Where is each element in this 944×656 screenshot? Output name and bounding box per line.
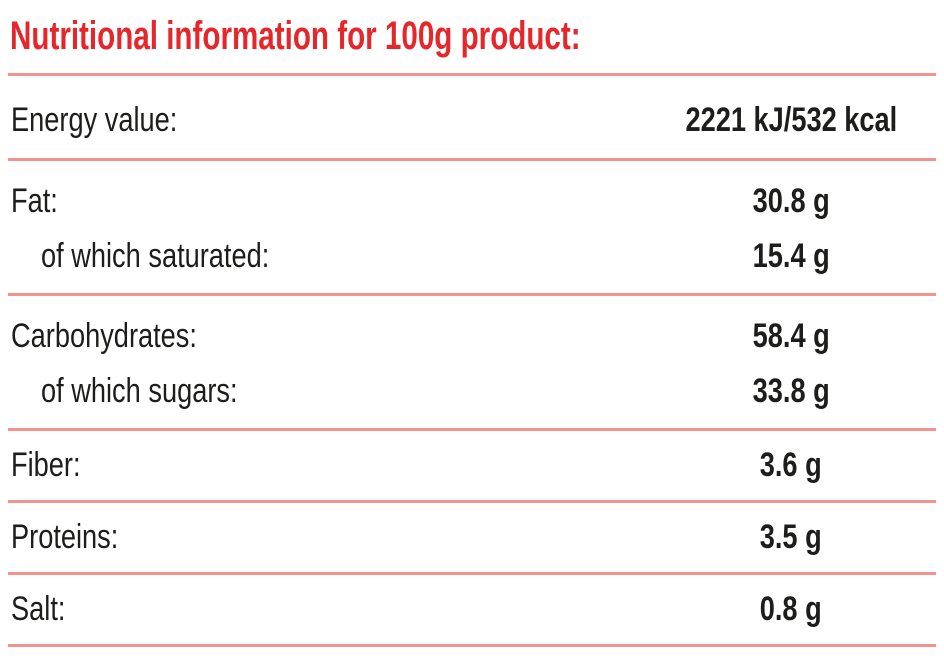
row-value: 2221 kJ/532 kcal — [685, 101, 897, 139]
row-label: of which saturated: — [41, 237, 270, 275]
table-section: Energy value: 2221 kJ/532 kcal — [8, 73, 936, 158]
nutrition-table: Energy value: 2221 kJ/532 kcal Fat: 30.8… — [8, 73, 936, 647]
table-row: Energy value: 2221 kJ/532 kcal — [8, 93, 936, 148]
table-row: of which saturated: 15.4 g — [8, 229, 936, 284]
table-section: Fiber: 3.6 g — [8, 428, 936, 500]
row-label: Proteins: — [11, 518, 119, 556]
table-section: Fat: 30.8 g of which saturated: 15.4 g — [8, 158, 936, 293]
table-row: Carbohydrates: 58.4 g — [8, 309, 936, 364]
table-row: Fiber: 3.6 g — [8, 438, 936, 493]
row-value: 33.8 g — [752, 372, 830, 410]
page-title-text: Nutritional information for 100g product… — [10, 14, 581, 58]
row-label: of which sugars: — [41, 372, 238, 410]
row-value: 58.4 g — [752, 317, 830, 355]
table-row: Fat: 30.8 g — [8, 174, 936, 229]
table-section: Proteins: 3.5 g — [8, 500, 936, 572]
row-value: 3.5 g — [759, 518, 822, 556]
row-label: Fat: — [11, 182, 58, 220]
row-value: 30.8 g — [752, 182, 830, 220]
row-label: Energy value: — [11, 101, 178, 139]
page-title: Nutritional information for 100g product… — [10, 0, 936, 73]
table-section: Salt: 0.8 g — [8, 572, 936, 647]
row-value: 15.4 g — [752, 237, 830, 275]
table-row: of which sugars: 33.8 g — [8, 364, 936, 419]
table-row: Salt: 0.8 g — [8, 582, 936, 637]
row-label: Salt: — [11, 590, 66, 628]
table-row: Proteins: 3.5 g — [8, 510, 936, 565]
row-value: 0.8 g — [759, 590, 822, 628]
table-section: Carbohydrates: 58.4 g of which sugars: 3… — [8, 293, 936, 428]
row-value: 3.6 g — [759, 446, 822, 484]
row-label: Fiber: — [11, 446, 81, 484]
row-label: Carbohydrates: — [11, 317, 197, 355]
